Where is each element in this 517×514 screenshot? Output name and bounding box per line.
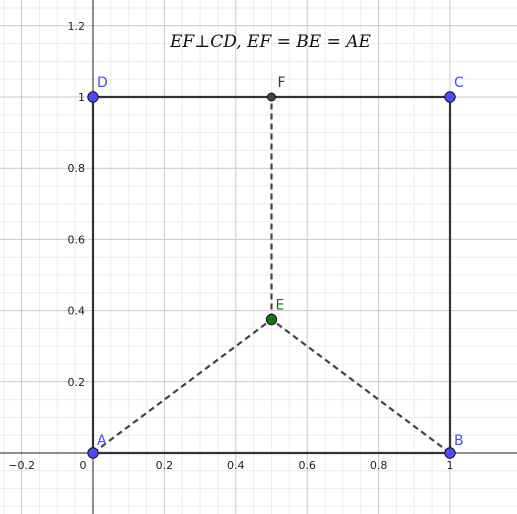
x-tick-label: 1	[447, 459, 454, 472]
y-tick-label: 1.2	[68, 20, 86, 33]
y-tick-label: 0.6	[68, 233, 86, 246]
point-label-F: F	[278, 75, 286, 91]
point-A[interactable]	[87, 447, 99, 459]
segment-BE-dashed	[270, 318, 451, 454]
point-label-E: E	[276, 298, 285, 314]
segment-AE-dashed	[92, 318, 273, 454]
y-tick-label: 0.8	[68, 162, 86, 175]
y-tick-label: 0.2	[68, 376, 86, 389]
point-label-D: D	[97, 75, 108, 91]
point-E[interactable]	[265, 313, 278, 326]
x-tick-label: 0.8	[370, 459, 388, 472]
point-label-A: A	[97, 433, 107, 449]
formula-title: EF⊥CD, EF = BE = AE	[169, 32, 372, 52]
y-tick-label: 1	[78, 91, 85, 104]
x-tick-label: −0.2	[8, 459, 35, 472]
points[interactable]: A B C D E F	[87, 75, 464, 459]
x-tick-label: 0.4	[227, 459, 245, 472]
y-tick-label: 0.4	[68, 305, 86, 318]
point-label-B: B	[454, 433, 464, 449]
point-F[interactable]	[267, 92, 276, 102]
x-tick-label: 0.2	[156, 459, 174, 472]
point-C[interactable]	[444, 91, 456, 103]
x-tick-label: 0.6	[298, 459, 316, 472]
point-label-C: C	[454, 75, 464, 91]
point-D[interactable]	[87, 91, 99, 103]
tick-labels: −0.2 0 0.2 0.4 0.6 0.8 1 0.2 0.4 0.6 0.8 1 1.2	[8, 20, 453, 472]
x-tick-label: 0	[80, 459, 87, 472]
point-B[interactable]	[444, 447, 456, 459]
